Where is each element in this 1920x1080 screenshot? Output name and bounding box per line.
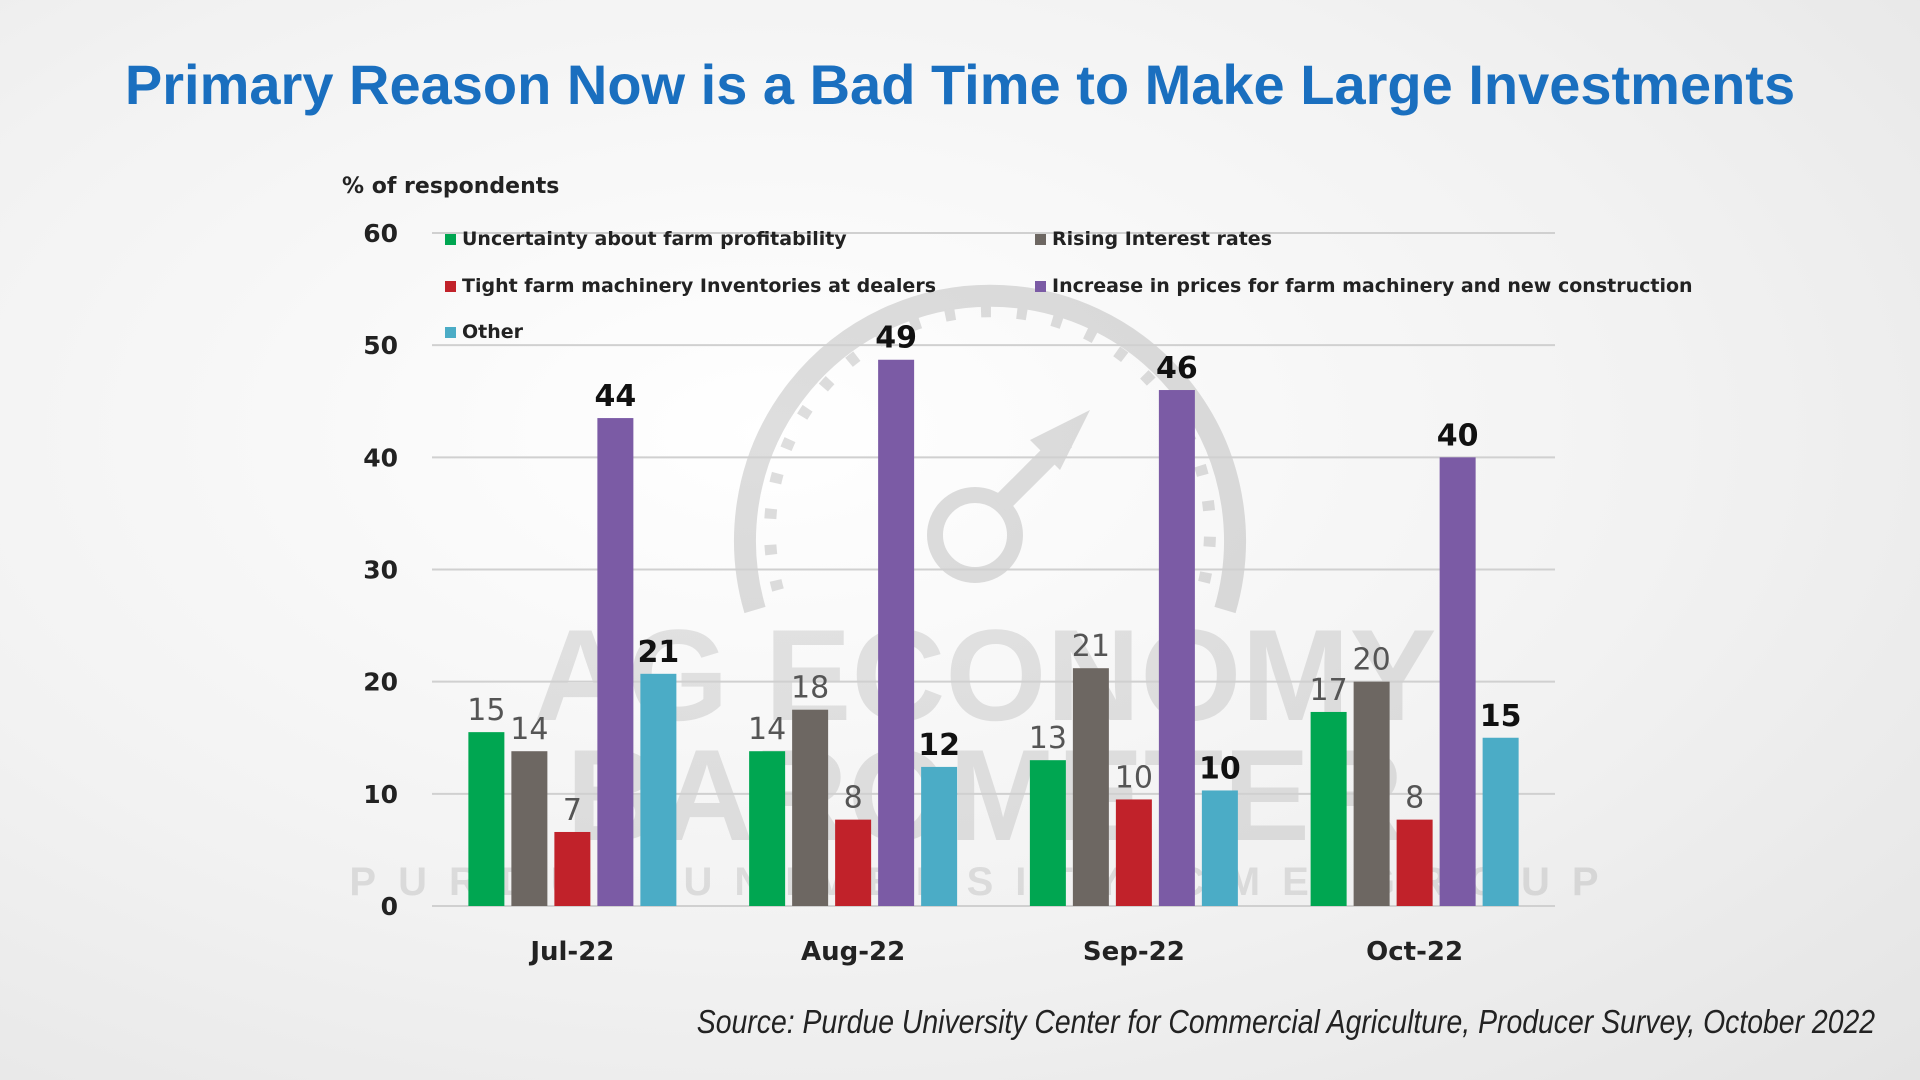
bar-jul-22-series-1 [511,751,548,906]
bar-value-label: 20 [1353,643,1391,678]
bar-sep-22-series-1 [1072,668,1109,906]
legend-swatch [1035,234,1046,245]
bar-aug-22-series-2 [835,819,872,906]
y-tick-label: 50 [363,331,398,360]
bar-value-label: 18 [791,671,829,706]
bar-value-label: 15 [1480,699,1522,734]
y-tick-label: 40 [363,443,398,472]
bar-value-label: 49 [875,321,917,356]
x-axis-ticks: Jul-22 Aug-22 Sep-22 Oct-22 [528,937,1463,967]
legend-label: Uncertainty about farm profitability [462,228,847,250]
legend-swatch [1035,281,1046,292]
y-axis-ticks: 0 10 20 30 40 50 60 [363,219,398,921]
legend: Uncertainty about farm profitability Risi… [445,228,1693,343]
legend-label: Rising Interest rates [1052,228,1272,250]
bar-value-label: 40 [1437,418,1479,453]
legend-swatch [445,281,456,292]
bar-aug-22-series-1 [792,709,829,906]
x-tick-label: Oct-22 [1366,937,1463,967]
watermark-line-2: BAROMETER [566,722,1404,868]
bar-oct-22-series-2 [1396,819,1433,906]
bar-value-label: 21 [1072,629,1110,664]
bar-value-label: 10 [1115,760,1153,795]
bar-jul-22-series-2 [554,831,591,906]
bar-jul-22-series-4 [640,673,677,906]
bars [468,359,1519,907]
bar-oct-22-series-4 [1482,737,1519,906]
bar-aug-22-series-0 [749,751,786,906]
bar-value-label: 10 [1199,751,1241,786]
bar-value-label: 14 [748,712,786,747]
bar-value-label: 17 [1310,673,1348,708]
legend-swatch [445,234,456,245]
bar-value-label: 8 [1405,781,1424,816]
bar-aug-22-series-4 [921,766,958,906]
bar-sep-22-series-4 [1201,790,1238,906]
watermark-gauge-logo [734,284,1246,614]
bar-oct-22-series-1 [1353,681,1390,906]
x-tick-label: Aug-22 [801,937,905,967]
y-tick-label: 20 [363,668,398,697]
bar-oct-22-series-0 [1310,711,1347,906]
y-tick-label: 10 [363,780,398,809]
y-axis-label: % of respondents [342,174,559,199]
legend-label: Increase in prices for farm machinery an… [1052,275,1693,297]
page-title: Primary Reason Now is a Bad Time to Make… [124,53,1796,116]
y-tick-label: 0 [381,892,398,921]
bar-value-label: 12 [918,728,960,763]
legend-label: Other [462,321,524,343]
bar-value-label: 14 [510,712,548,747]
y-tick-label: 30 [363,556,398,585]
bar-jul-22-series-3 [597,418,634,906]
bar-sep-22-series-2 [1115,799,1152,906]
bar-aug-22-series-3 [878,359,915,907]
bar-value-label: 7 [563,793,582,828]
x-tick-label: Jul-22 [528,937,614,967]
bar-value-label: 13 [1029,721,1067,756]
y-tick-label: 60 [363,219,398,248]
x-tick-label: Sep-22 [1083,937,1185,967]
bar-jul-22-series-0 [468,732,505,906]
bar-oct-22-series-3 [1439,457,1476,906]
legend-swatch [445,327,456,338]
bar-sep-22-series-3 [1158,390,1195,906]
bar-value-label: 21 [638,635,680,670]
bar-value-label: 44 [595,379,637,414]
bar-value-label: 15 [467,693,505,728]
bar-value-label: 46 [1156,351,1198,386]
bar-sep-22-series-0 [1029,760,1066,906]
legend-label: Tight farm machinery Inventories at deal… [462,275,936,297]
source-note: Source: Purdue University Center for Com… [696,1003,1875,1040]
watermark-line-1: AG ECONOMY [534,602,1437,748]
bar-value-label: 8 [844,781,863,816]
